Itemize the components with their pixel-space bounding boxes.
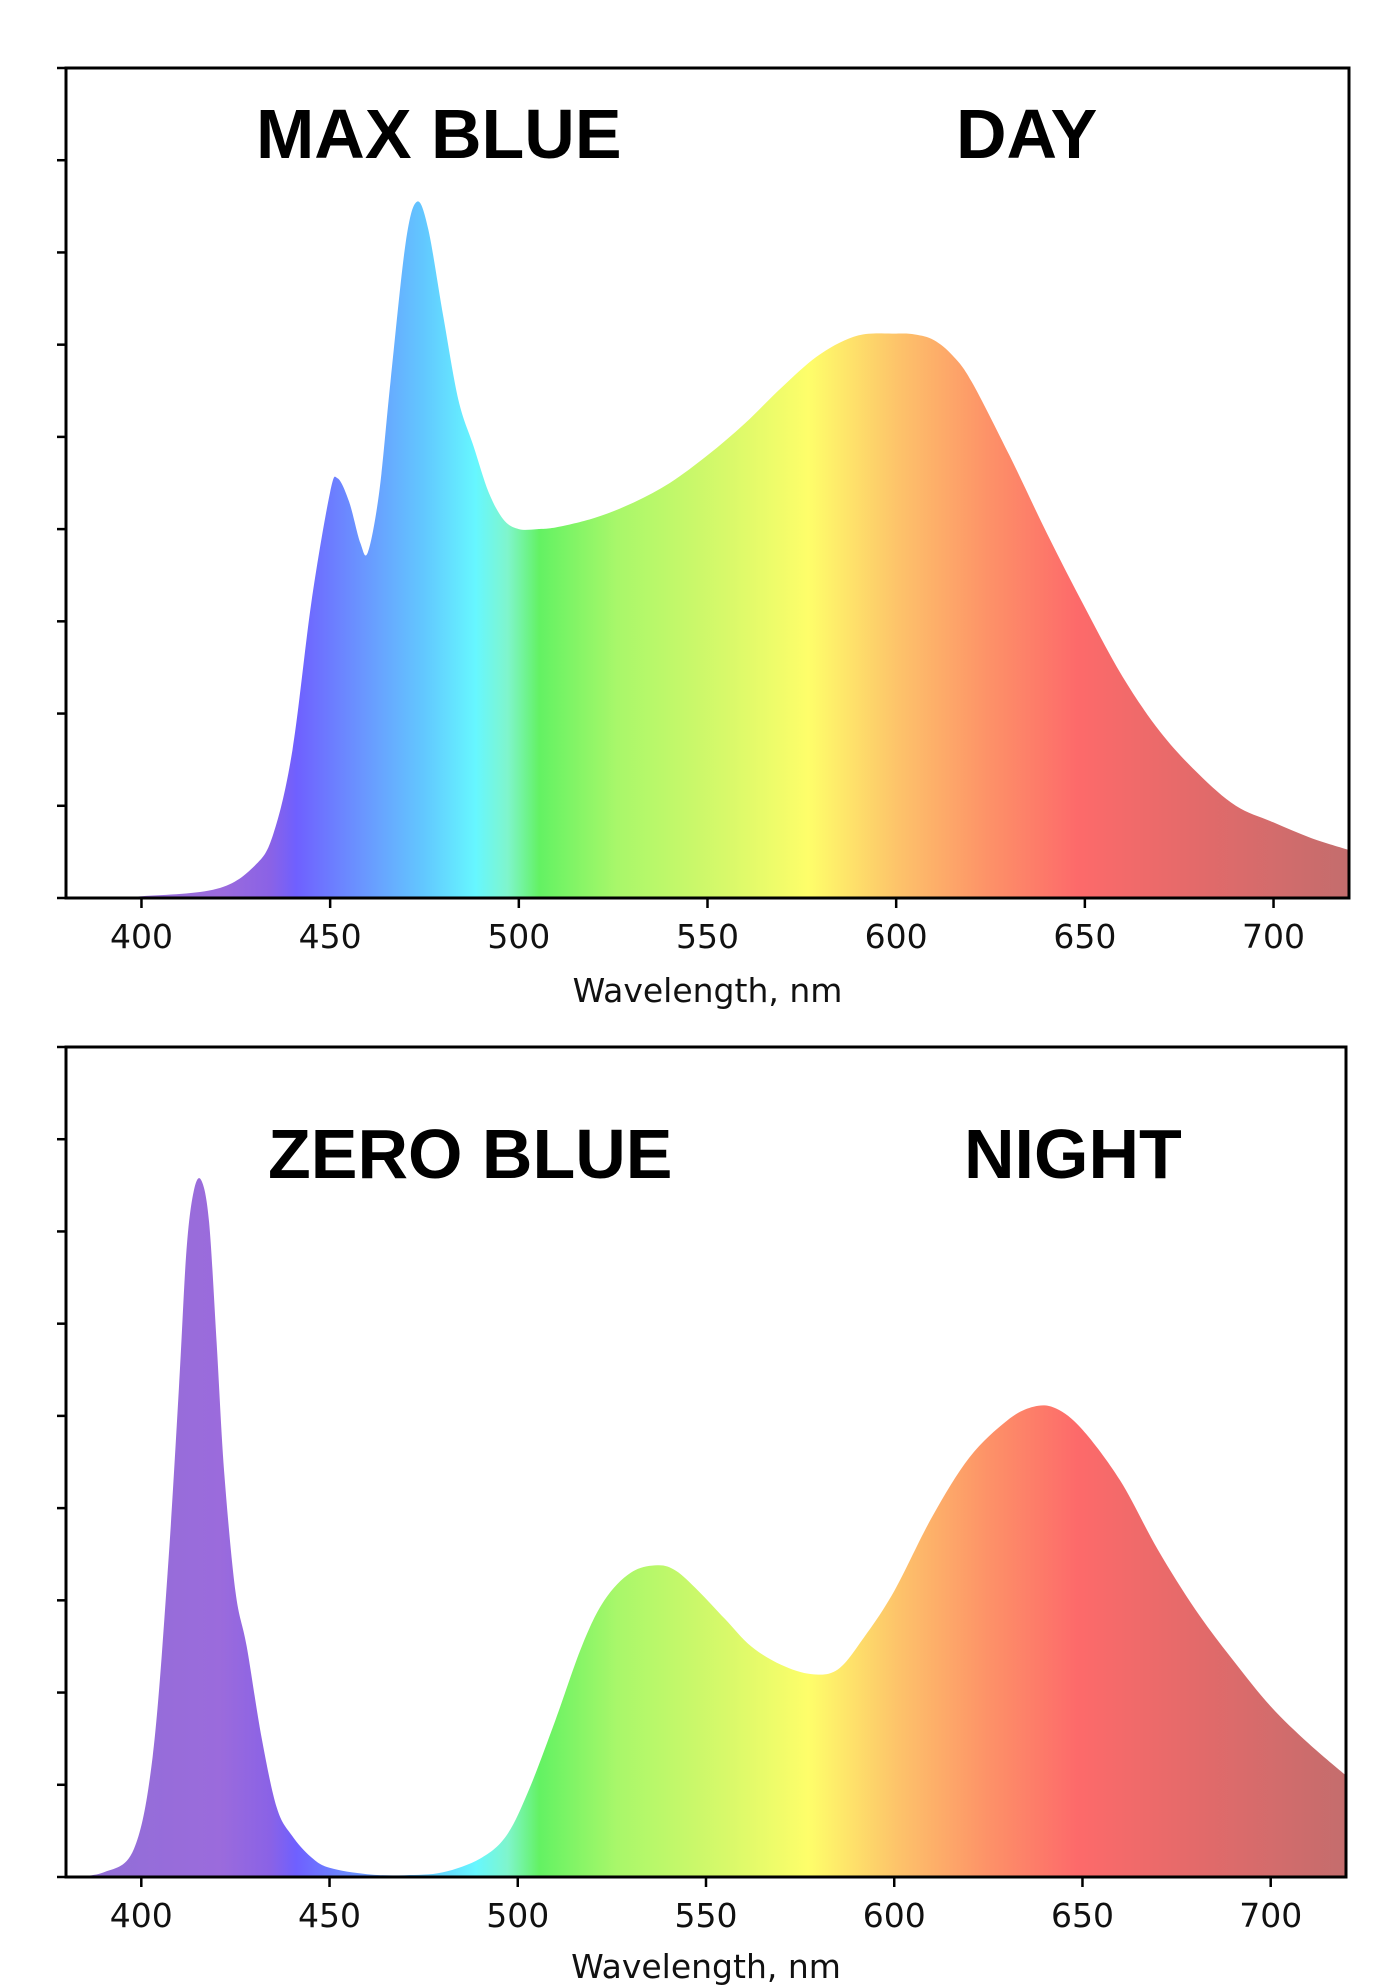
x-tick-label: 400: [110, 917, 173, 956]
x-tick-label: 700: [1239, 1896, 1302, 1935]
x-tick-label: 650: [1051, 1896, 1114, 1935]
x-tick-label: 500: [486, 1896, 549, 1935]
plot-frame: [64, 66, 1351, 900]
x-tick-label: 600: [863, 1896, 926, 1935]
x-tick-label: 550: [675, 1896, 738, 1935]
label-day: DAY: [956, 95, 1097, 173]
x-tick-label: 450: [298, 1896, 361, 1935]
x-tick-label: 450: [299, 917, 362, 956]
x-tick-label: 700: [1242, 917, 1305, 956]
x-axis-label: Wavelength, nm: [571, 1947, 841, 1986]
label-zero-blue: ZERO BLUE: [268, 1115, 672, 1193]
x-tick-label: 600: [865, 917, 928, 956]
x-tick-label: 650: [1053, 917, 1116, 956]
chart-panel-max-blue-day: 400 450 500 550 600 650 700 MAX BLUE DAY Wavel…: [57, 66, 1351, 1010]
x-tick-label: 500: [487, 917, 550, 956]
plot-frame: [64, 1045, 1348, 1879]
label-max-blue: MAX BLUE: [256, 95, 622, 173]
spectrum-area-night: [66, 1178, 1346, 1877]
x-axis-ticks: 400 450 500 550 600 650 700: [110, 898, 1305, 956]
label-night: NIGHT: [964, 1115, 1182, 1193]
chart-panel-zero-blue-night: 400 450 500 550 600 650 700 ZERO BLUE NIGHT Wa…: [57, 1045, 1348, 1986]
x-axis-label: Wavelength, nm: [573, 971, 843, 1010]
x-tick-label: 400: [110, 1896, 173, 1935]
spectrum-area-day: [66, 201, 1349, 899]
x-tick-label: 550: [676, 917, 739, 956]
x-axis-ticks: 400 450 500 550 600 650 700: [110, 1877, 1302, 1935]
